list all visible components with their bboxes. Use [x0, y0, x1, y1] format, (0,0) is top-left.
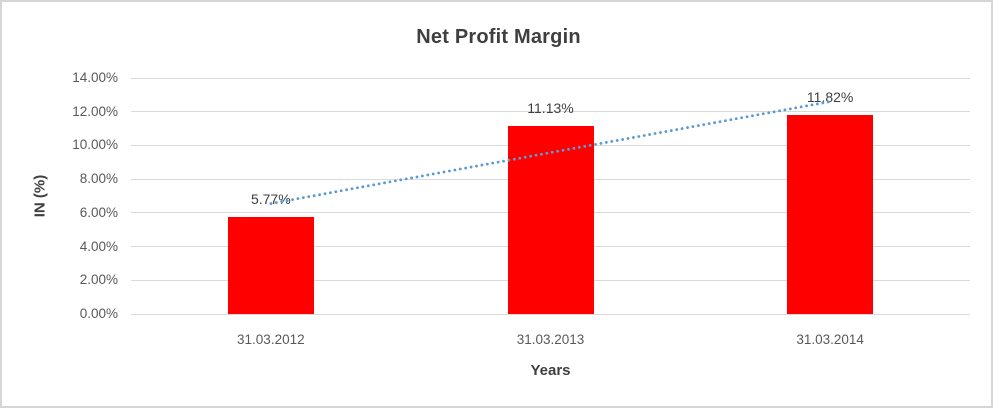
y-tick-label: 12.00% [72, 103, 118, 119]
y-tick-label: 0.00% [79, 306, 118, 321]
data-label: 11.13% [527, 100, 574, 117]
y-tick-label: 14.00% [72, 70, 118, 85]
gridline [131, 313, 970, 315]
x-axis-title: Years [530, 362, 571, 379]
y-tick-label: 6.00% [79, 204, 118, 220]
y-tick-label: 10.00% [72, 137, 118, 153]
x-tick-label: 31.03.2014 [796, 332, 864, 347]
bar [227, 216, 314, 314]
data-label: 11.82% [806, 88, 854, 105]
chart-title: Net Profit Margin [416, 26, 581, 48]
y-tick-label: 2.00% [79, 272, 118, 288]
x-tick-label: 31.03.2012 [237, 332, 305, 347]
bar [787, 114, 874, 314]
bar [507, 126, 594, 314]
gridline [131, 77, 970, 79]
y-tick-label: 4.00% [79, 238, 118, 254]
data-label: 5.77% [250, 190, 291, 207]
x-tick-label: 31.03.2013 [516, 332, 585, 347]
y-tick-label: 8.00% [79, 171, 118, 187]
